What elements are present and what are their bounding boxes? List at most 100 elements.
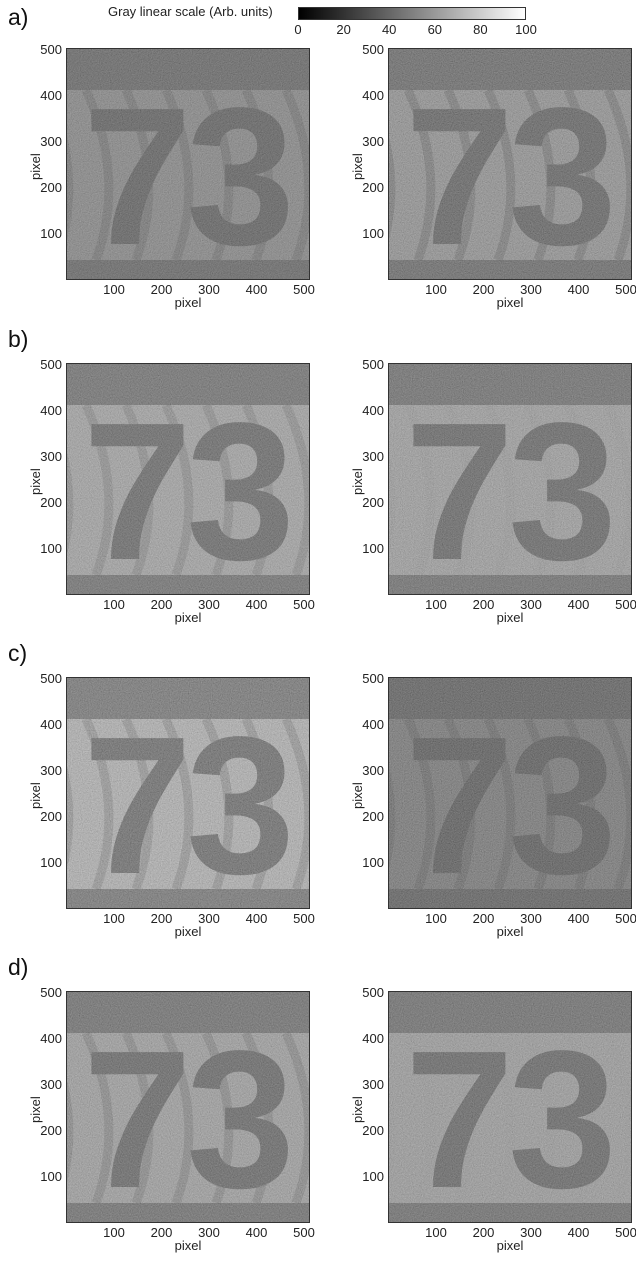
x-tick-label: 100 xyxy=(103,282,125,297)
y-tick-label: 100 xyxy=(40,855,62,870)
y-tick-label: 100 xyxy=(362,541,384,556)
y-tick-label: 400 xyxy=(40,88,62,103)
y-tick-label: 300 xyxy=(362,449,384,464)
speckle-image: 73 xyxy=(66,677,310,909)
x-tick-label: 100 xyxy=(103,1225,125,1240)
y-tick-label: 300 xyxy=(40,134,62,149)
x-tick-label: 300 xyxy=(520,1225,542,1240)
y-tick-label: 400 xyxy=(362,1031,384,1046)
y-tick-label: 100 xyxy=(362,1169,384,1184)
y-tick-label: 100 xyxy=(362,855,384,870)
x-tick-label: 100 xyxy=(425,282,447,297)
x-tick-label: 300 xyxy=(198,1225,220,1240)
x-tick-label: 200 xyxy=(150,597,173,612)
x-tick-label: 300 xyxy=(520,282,542,297)
x-tick-label: 500 xyxy=(293,1225,315,1240)
speckle-image: 73 xyxy=(388,48,632,280)
y-axis-label: pixel xyxy=(28,782,43,809)
y-axis-label: pixel xyxy=(28,153,43,180)
y-axis-label: pixel xyxy=(350,153,365,180)
speckle-image: 73 xyxy=(66,48,310,280)
x-tick-label: 200 xyxy=(150,282,173,297)
y-axis-label: pixel xyxy=(28,468,43,495)
y-tick-label: 300 xyxy=(362,134,384,149)
x-axis-label: pixel xyxy=(174,295,202,310)
x-tick-label: 500 xyxy=(293,282,315,297)
x-tick-label: 400 xyxy=(567,1225,590,1240)
colorbar-tick: 0 xyxy=(294,22,302,37)
panel-label: a) xyxy=(8,4,29,30)
x-tick-label: 200 xyxy=(472,597,495,612)
colorbar xyxy=(298,7,526,20)
x-tick-label: 100 xyxy=(103,597,125,612)
x-tick-label: 300 xyxy=(520,911,542,926)
y-tick-label: 200 xyxy=(362,495,384,510)
y-tick-label: 500 xyxy=(40,357,62,372)
colorbar-tick: 60 xyxy=(427,22,443,37)
y-tick-label: 500 xyxy=(40,985,62,1000)
x-tick-label: 400 xyxy=(567,911,590,926)
x-tick-label: 400 xyxy=(567,282,590,297)
x-tick-label: 300 xyxy=(198,911,220,926)
x-tick-label: 200 xyxy=(150,911,173,926)
y-tick-label: 300 xyxy=(40,1077,62,1092)
x-axis-label: pixel xyxy=(496,610,524,625)
colorbar-tick: 40 xyxy=(381,22,397,37)
y-tick-label: 100 xyxy=(40,226,62,241)
colorbar-tick: 100 xyxy=(515,22,537,37)
x-tick-label: 500 xyxy=(615,282,636,297)
x-tick-label: 200 xyxy=(472,1225,495,1240)
x-axis-label: pixel xyxy=(496,1238,524,1253)
x-tick-label: 100 xyxy=(103,911,125,926)
x-tick-label: 500 xyxy=(615,597,636,612)
x-axis-label: pixel xyxy=(174,1238,202,1253)
panel-label: b) xyxy=(8,326,29,352)
x-tick-label: 500 xyxy=(293,911,315,926)
x-tick-label: 200 xyxy=(472,282,495,297)
x-axis-label: pixel xyxy=(496,924,524,939)
colorbar-tick: 80 xyxy=(473,22,488,37)
speckle-image: 73 xyxy=(388,991,632,1223)
x-axis-label: pixel xyxy=(174,610,202,625)
y-tick-label: 200 xyxy=(40,495,62,510)
x-tick-label: 400 xyxy=(567,597,590,612)
y-tick-label: 400 xyxy=(40,717,62,732)
x-tick-label: 300 xyxy=(198,597,220,612)
y-tick-label: 200 xyxy=(40,180,62,195)
y-tick-label: 300 xyxy=(362,763,384,778)
x-tick-label: 100 xyxy=(425,1225,447,1240)
y-axis-label: pixel xyxy=(350,468,365,495)
panel-label: c) xyxy=(8,640,28,666)
y-axis-label: pixel xyxy=(28,1096,43,1123)
x-tick-label: 200 xyxy=(150,1225,173,1240)
colorbar-title: Gray linear scale (Arb. units) xyxy=(108,4,273,19)
y-tick-label: 300 xyxy=(362,1077,384,1092)
x-tick-label: 100 xyxy=(425,597,447,612)
x-tick-label: 300 xyxy=(198,282,220,297)
y-tick-label: 500 xyxy=(40,671,62,686)
panel-label: d) xyxy=(8,954,29,980)
x-tick-label: 100 xyxy=(425,911,447,926)
x-tick-label: 400 xyxy=(245,911,268,926)
x-tick-label: 300 xyxy=(520,597,542,612)
x-tick-label: 400 xyxy=(245,1225,268,1240)
y-tick-label: 400 xyxy=(362,88,384,103)
y-tick-label: 400 xyxy=(40,403,62,418)
x-tick-label: 400 xyxy=(245,282,268,297)
y-tick-label: 500 xyxy=(362,671,384,686)
y-tick-label: 500 xyxy=(362,42,384,57)
y-tick-label: 300 xyxy=(40,449,62,464)
y-tick-label: 500 xyxy=(362,985,384,1000)
y-tick-label: 500 xyxy=(40,42,62,57)
y-tick-label: 200 xyxy=(40,1123,62,1138)
speckle-image: 73 xyxy=(388,363,632,595)
x-axis-label: pixel xyxy=(174,924,202,939)
y-tick-label: 200 xyxy=(362,180,384,195)
y-tick-label: 400 xyxy=(362,717,384,732)
y-tick-label: 200 xyxy=(362,1123,384,1138)
y-tick-label: 200 xyxy=(362,809,384,824)
x-tick-label: 200 xyxy=(472,911,495,926)
x-tick-label: 500 xyxy=(615,911,636,926)
y-axis-label: pixel xyxy=(350,782,365,809)
speckle-image: 73 xyxy=(66,991,310,1223)
